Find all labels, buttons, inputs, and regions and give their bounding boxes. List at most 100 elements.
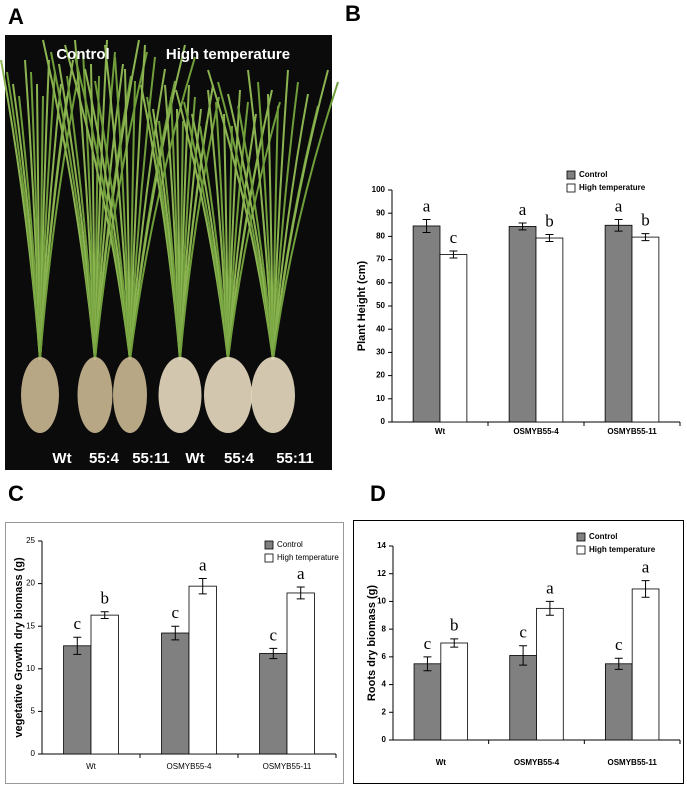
legend-label: Control	[277, 540, 303, 549]
significance-letter: a	[615, 196, 623, 215]
significance-letter: a	[423, 196, 431, 215]
bar	[412, 225, 441, 423]
y-tick-label: 5	[31, 707, 36, 716]
y-tick-label: 6	[382, 652, 387, 661]
bar	[63, 645, 92, 755]
significance-letter: a	[546, 578, 554, 597]
bar	[631, 588, 660, 741]
legend-swatch	[576, 545, 586, 555]
significance-letter: c	[424, 634, 432, 653]
y-tick-label: 10	[26, 664, 35, 673]
y-axis-label: Roots dry biomass (g)	[366, 585, 378, 701]
condition-label: High temperature	[166, 46, 290, 63]
roots	[158, 357, 202, 433]
leaf	[129, 56, 196, 361]
significance-letter: a	[199, 555, 207, 574]
x-tick-label: OSMYB55-11	[607, 758, 657, 767]
significance-letter: b	[450, 616, 459, 635]
y-axis-label: vegetative Growth dry biomass (g)	[13, 557, 25, 738]
leaf	[129, 44, 186, 361]
leaf	[272, 69, 329, 361]
legend-swatch	[576, 532, 586, 542]
bar	[509, 655, 537, 741]
leaf	[94, 51, 148, 361]
y-tick-label: 8	[382, 624, 387, 633]
bar	[161, 632, 190, 755]
significance-letter: a	[642, 558, 650, 577]
y-tick-label: 60	[376, 278, 385, 287]
y-tick-label: 25	[26, 536, 35, 545]
y-tick-label: 20	[26, 579, 35, 588]
leaf	[227, 101, 281, 361]
bar	[440, 642, 469, 741]
significance-letter: b	[100, 589, 109, 608]
y-tick-label: 50	[376, 301, 385, 310]
y-tick-label: 90	[376, 208, 385, 217]
error-bar	[545, 600, 554, 616]
legend-swatch	[264, 553, 274, 563]
bar	[439, 254, 468, 423]
bar	[604, 224, 633, 423]
significance-letter: b	[545, 211, 554, 230]
genotype-label: 55:11	[132, 450, 170, 467]
panel-frame	[353, 520, 684, 784]
x-tick-label: OSMYB55-11	[263, 762, 312, 771]
leaf	[237, 105, 274, 361]
y-tick-label: 10	[376, 394, 385, 403]
y-tick-label: 20	[376, 371, 385, 380]
x-tick-label: OSMYB55-4	[513, 427, 559, 436]
bar	[631, 236, 660, 423]
error-bar	[449, 250, 458, 259]
legend-swatch	[264, 540, 274, 550]
genotype-label: 55:4	[224, 450, 255, 467]
plants	[0, 39, 339, 433]
genotype-label: 55:4	[89, 450, 120, 467]
legend-label: High temperature	[589, 545, 656, 554]
error-bar	[614, 218, 623, 232]
x-tick-label: Wt	[436, 758, 447, 767]
y-tick-label: 30	[376, 348, 385, 357]
significance-letter: c	[519, 623, 527, 642]
bar	[413, 663, 442, 741]
panel-label: A	[8, 4, 24, 29]
significance-letter: c	[270, 625, 278, 644]
significance-letter: c	[74, 614, 82, 633]
x-tick-label: OSMYB55-4	[514, 758, 560, 767]
legend-swatch	[566, 183, 576, 193]
y-tick-label: 70	[376, 255, 385, 264]
panel-label: D	[370, 481, 386, 506]
significance-letter: a	[297, 564, 305, 583]
bar	[90, 614, 119, 755]
significance-letter: c	[172, 603, 180, 622]
x-tick-label: OSMYB55-11	[607, 427, 657, 436]
y-tick-label: 10	[377, 597, 386, 606]
error-bar	[296, 586, 305, 600]
error-bar	[73, 636, 82, 655]
bar	[259, 653, 288, 755]
error-bar	[614, 657, 623, 670]
bar	[508, 226, 537, 423]
bar	[536, 607, 564, 741]
y-tick-label: 14	[377, 541, 386, 550]
roots	[21, 357, 59, 433]
y-axis-label: Plant Height (cm)	[356, 260, 368, 351]
error-bar	[100, 611, 109, 620]
y-tick-label: 0	[381, 417, 386, 426]
leaf	[94, 80, 131, 361]
error-bar	[518, 222, 527, 231]
x-tick-label: Wt	[435, 427, 446, 436]
leaf	[272, 93, 309, 361]
bar	[188, 585, 217, 755]
y-tick-label: 4	[382, 680, 387, 689]
significance-letter: a	[519, 200, 527, 219]
legend-label: Control	[589, 532, 617, 541]
error-bar	[519, 645, 528, 666]
roots	[204, 357, 252, 433]
y-tick-label: 100	[372, 185, 386, 194]
significance-letter: b	[641, 211, 650, 230]
y-tick-label: 0	[382, 735, 387, 744]
y-tick-label: 0	[31, 749, 36, 758]
error-bar	[545, 234, 554, 243]
error-bar	[422, 218, 431, 233]
